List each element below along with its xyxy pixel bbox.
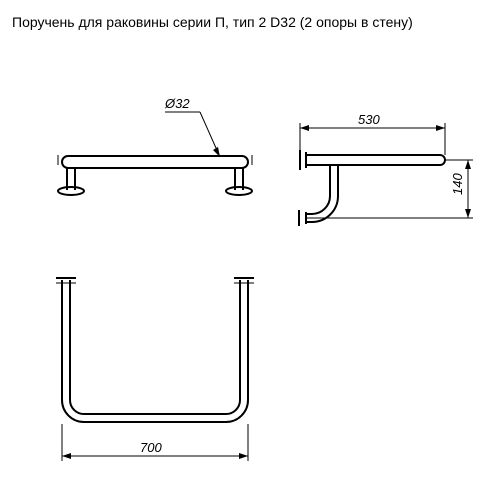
top-view: 700 bbox=[56, 278, 254, 461]
dim-140: 140 bbox=[306, 160, 473, 218]
side-view: 530 140 bbox=[299, 112, 473, 226]
dim-700: 700 bbox=[62, 424, 248, 461]
diameter-leader: Ø32 bbox=[164, 96, 220, 157]
dim-530: 530 bbox=[300, 112, 445, 155]
dia-label: Ø32 bbox=[164, 96, 190, 111]
drawing-canvas: Ø32 530 140 bbox=[0, 0, 500, 500]
dim-140-label: 140 bbox=[450, 173, 465, 195]
dim-530-label: 530 bbox=[358, 112, 380, 127]
dim-700-label: 700 bbox=[140, 440, 162, 455]
front-view: Ø32 bbox=[58, 96, 252, 195]
